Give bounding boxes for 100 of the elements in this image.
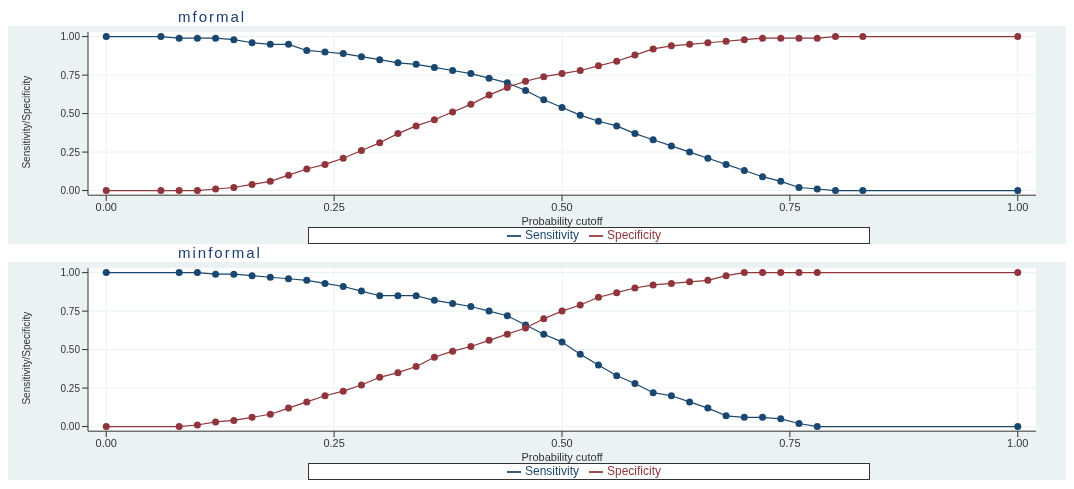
chart-title: minformal (8, 244, 1066, 262)
point (449, 299, 457, 307)
point (266, 410, 274, 418)
point (667, 279, 675, 287)
point (777, 177, 785, 185)
point (613, 289, 621, 297)
point (777, 34, 785, 42)
point (230, 270, 238, 278)
point (449, 66, 457, 74)
point (667, 42, 675, 50)
point (1014, 269, 1022, 277)
point (813, 269, 821, 277)
point (522, 77, 530, 85)
point (686, 40, 694, 48)
point (212, 418, 220, 426)
point (394, 369, 402, 377)
point (576, 301, 584, 309)
point (649, 45, 657, 53)
point (230, 416, 238, 424)
point (522, 87, 530, 94)
point (686, 148, 694, 156)
point (813, 423, 821, 431)
chart-title: mformal (8, 8, 1066, 26)
y-tick-label: 0.00 (60, 421, 81, 433)
point (321, 392, 329, 400)
point (686, 278, 694, 286)
point (339, 387, 347, 395)
point (175, 423, 183, 431)
y-tick-label: 0.75 (60, 305, 81, 317)
point (157, 33, 165, 41)
point (102, 187, 110, 195)
point (266, 40, 274, 48)
point (594, 293, 602, 301)
point (248, 39, 256, 47)
point (594, 117, 602, 125)
point (503, 330, 511, 338)
point (303, 398, 311, 406)
point (412, 292, 420, 300)
point (175, 269, 183, 277)
point (394, 292, 402, 300)
point (230, 36, 238, 44)
point (339, 154, 347, 162)
point (540, 73, 548, 81)
point (740, 36, 748, 44)
point (321, 160, 329, 168)
point (485, 74, 493, 82)
point (540, 315, 548, 323)
point (303, 165, 311, 173)
point (704, 39, 712, 47)
point (795, 269, 803, 277)
point (759, 34, 767, 42)
x-tick-label: 0.50 (551, 200, 573, 213)
point (594, 62, 602, 70)
point (266, 273, 274, 281)
point (212, 185, 220, 193)
y-axis-title: Sensitivity/Specificity (20, 311, 32, 405)
point (759, 413, 767, 421)
point (631, 130, 639, 138)
point (722, 160, 730, 168)
point (740, 413, 748, 421)
point (704, 154, 712, 162)
point (558, 338, 566, 346)
point (412, 122, 420, 130)
point (722, 37, 730, 45)
point (467, 100, 475, 108)
point (357, 287, 365, 295)
point (594, 361, 602, 369)
point (467, 343, 475, 351)
point (376, 292, 384, 300)
point (704, 404, 712, 412)
point (248, 413, 256, 421)
point (576, 350, 584, 358)
point (376, 56, 384, 64)
point (649, 136, 657, 144)
point (230, 183, 238, 191)
point (576, 111, 584, 119)
y-axis-title: Sensitivity/Specificity (20, 75, 32, 169)
point (157, 187, 165, 195)
point (1014, 423, 1022, 431)
point (540, 330, 548, 338)
x-tick-label: 0.25 (323, 200, 345, 213)
point (339, 282, 347, 290)
x-axis-title: Probability cutoff (521, 215, 604, 228)
point (503, 312, 511, 320)
point (813, 185, 821, 193)
x-tick-label: 1.00 (1007, 200, 1029, 213)
point (285, 40, 293, 48)
point (795, 34, 803, 42)
point (558, 103, 566, 111)
x-tick-label: 1.00 (1007, 436, 1029, 449)
y-tick-label: 0.25 (60, 382, 81, 394)
point (859, 33, 867, 41)
point (613, 57, 621, 65)
point (503, 83, 511, 91)
point (740, 269, 748, 277)
point (777, 269, 785, 277)
point (831, 33, 839, 41)
point (430, 353, 438, 361)
point (631, 284, 639, 292)
y-tick-label: 0.00 (60, 185, 81, 197)
